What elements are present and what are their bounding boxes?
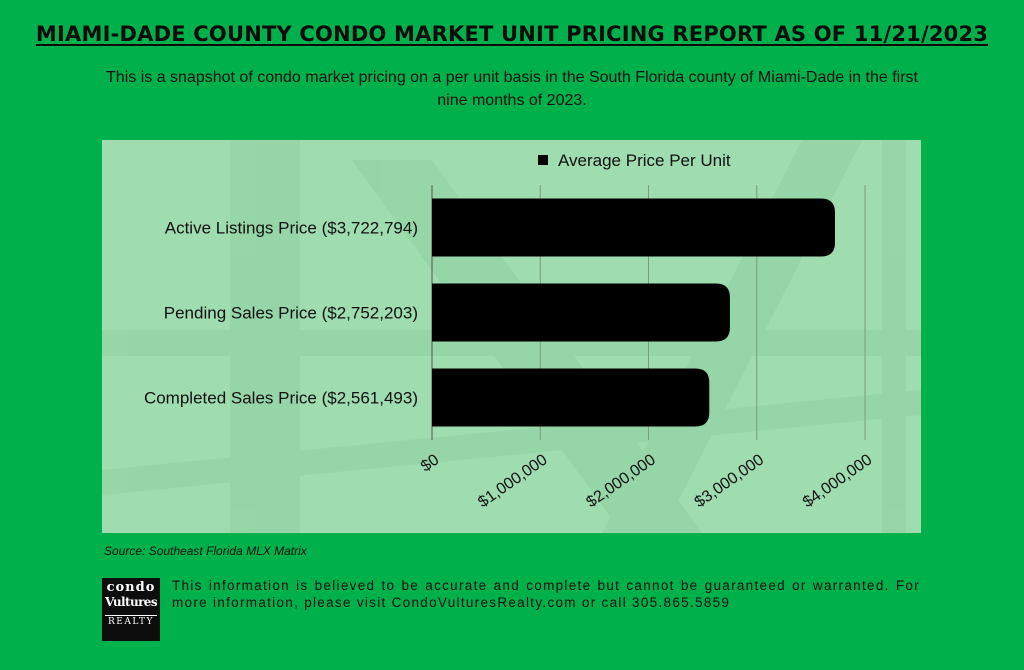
x-tick-label: $3,000,000	[692, 451, 767, 511]
x-tick-label: $0	[418, 451, 442, 475]
condo-vultures-logo: condo Vultures REALTY	[102, 578, 160, 641]
logo-line-vultures: Vultures	[104, 595, 158, 609]
bar	[432, 198, 835, 257]
report-subtitle: This is a snapshot of condo market prici…	[106, 69, 918, 109]
bar	[432, 368, 710, 427]
logo-line-condo: condo	[106, 580, 156, 595]
disclaimer-text: This information is believed to be accur…	[172, 578, 920, 610]
bar	[432, 283, 730, 342]
logo-line-realty: REALTY	[105, 615, 157, 628]
category-label: Completed Sales Price ($2,561,493)	[144, 389, 418, 408]
report-title: MIAMI-DADE COUNTY CONDO MARKET UNIT PRIC…	[35, 22, 989, 46]
x-tick-label: $1,000,000	[475, 451, 550, 511]
chart-panel: Active Listings Price ($3,722,794) Pendin…	[102, 140, 921, 533]
bar-chart: Active Listings Price ($3,722,794) Pendin…	[144, 151, 875, 511]
x-tick-label: $2,000,000	[583, 451, 658, 511]
legend-label: Average Price Per Unit	[558, 151, 731, 170]
source-note: Source: Southeast Florida MLX Matrix	[104, 544, 307, 558]
legend-swatch	[538, 155, 548, 165]
category-label: Active Listings Price ($3,722,794)	[165, 219, 418, 238]
x-tick-label: $4,000,000	[800, 451, 875, 511]
category-label: Pending Sales Price ($2,752,203)	[164, 304, 418, 323]
